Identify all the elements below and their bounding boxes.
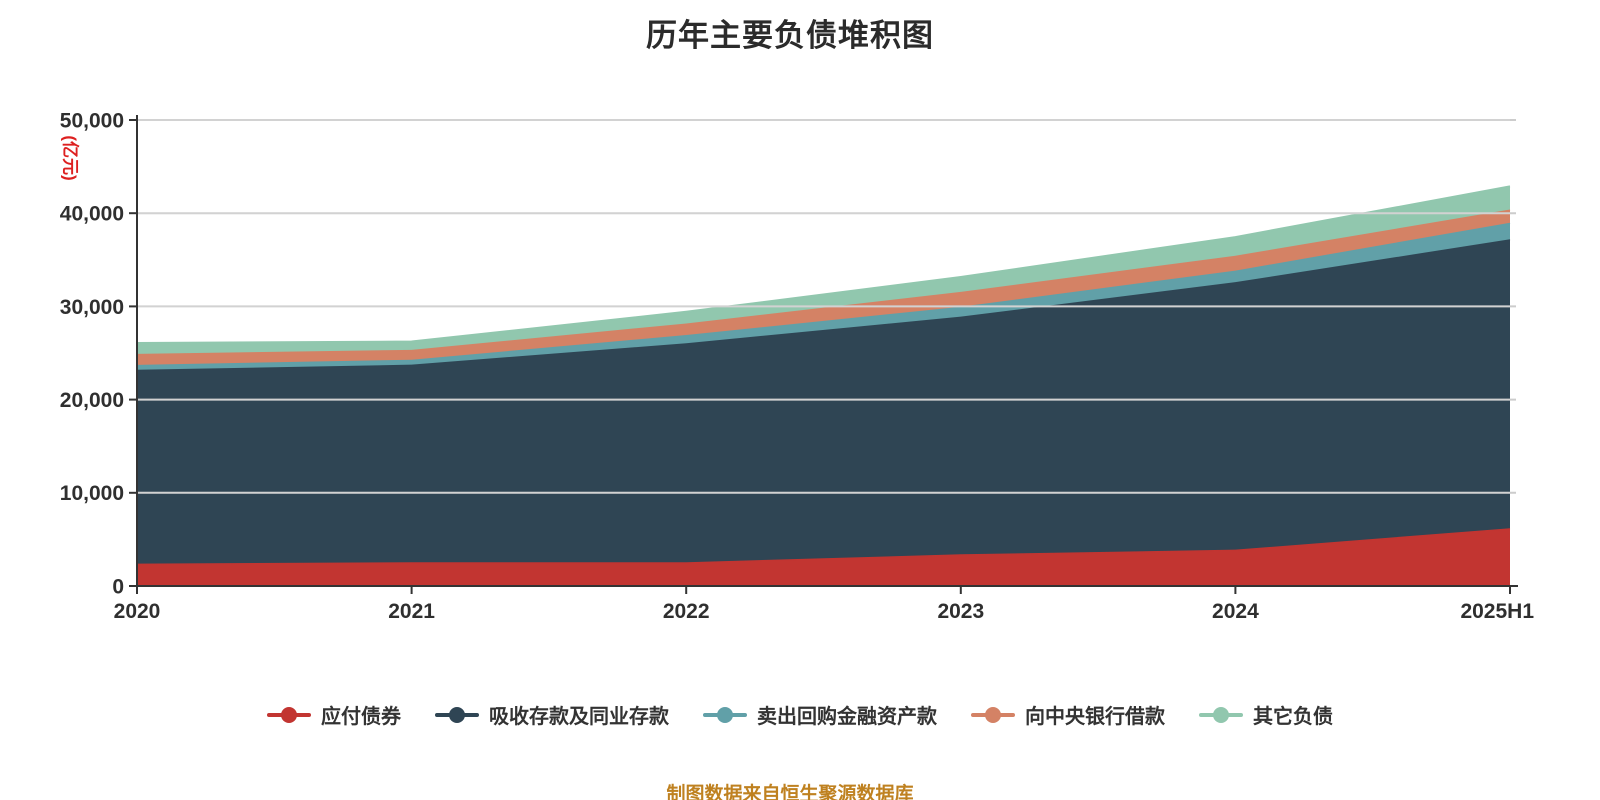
x-tick-label: 2025H1 <box>1460 600 1534 623</box>
legend-marker-icon <box>267 706 311 724</box>
legend-label: 卖出回购金融资产款 <box>757 706 937 728</box>
legend-item-repurchase[interactable]: 卖出回购金融资产款 <box>703 700 937 729</box>
x-tick-label: 2023 <box>937 600 984 623</box>
y-tick-label: 50,000 <box>60 109 124 132</box>
area-1 <box>137 528 1510 586</box>
y-tick-label: 20,000 <box>60 389 124 412</box>
legend-label: 应付债券 <box>321 706 401 728</box>
x-tick-label: 2022 <box>663 600 710 623</box>
x-tick-label: 2020 <box>114 600 161 623</box>
legend-label: 其它负债 <box>1253 706 1333 728</box>
legend-marker-icon <box>1199 706 1243 724</box>
y-tick-label: 0 <box>112 575 124 598</box>
legend-item-central-bank-borrowing[interactable]: 向中央银行借款 <box>971 700 1165 729</box>
legend-item-deposits[interactable]: 吸收存款及同业存款 <box>435 700 669 729</box>
data-source-note: 制图数据来自恒生聚源数据库 <box>666 784 914 800</box>
chart-title: 历年主要负债堆积图 <box>646 18 934 53</box>
y-tick-label: 40,000 <box>60 203 124 226</box>
legend-marker-icon <box>435 706 479 724</box>
legend-item-other-liabilities[interactable]: 其它负债 <box>1199 700 1333 729</box>
x-tick-label: 2024 <box>1212 600 1259 623</box>
chart-legend: 应付债券 吸收存款及同业存款 卖出回购金融资产款 向中央银行借款 其它负债 <box>0 700 1600 729</box>
legend-marker-icon <box>703 706 747 724</box>
area-2 <box>137 239 1510 564</box>
legend-label: 吸收存款及同业存款 <box>489 706 669 728</box>
legend-item-bonds-payable[interactable]: 应付债券 <box>267 700 401 729</box>
x-tick-label: 2021 <box>388 600 435 623</box>
y-tick-label: 10,000 <box>60 482 124 505</box>
legend-marker-icon <box>971 706 1015 724</box>
y-tick-label: 30,000 <box>60 296 124 319</box>
legend-label: 向中央银行借款 <box>1025 706 1165 728</box>
